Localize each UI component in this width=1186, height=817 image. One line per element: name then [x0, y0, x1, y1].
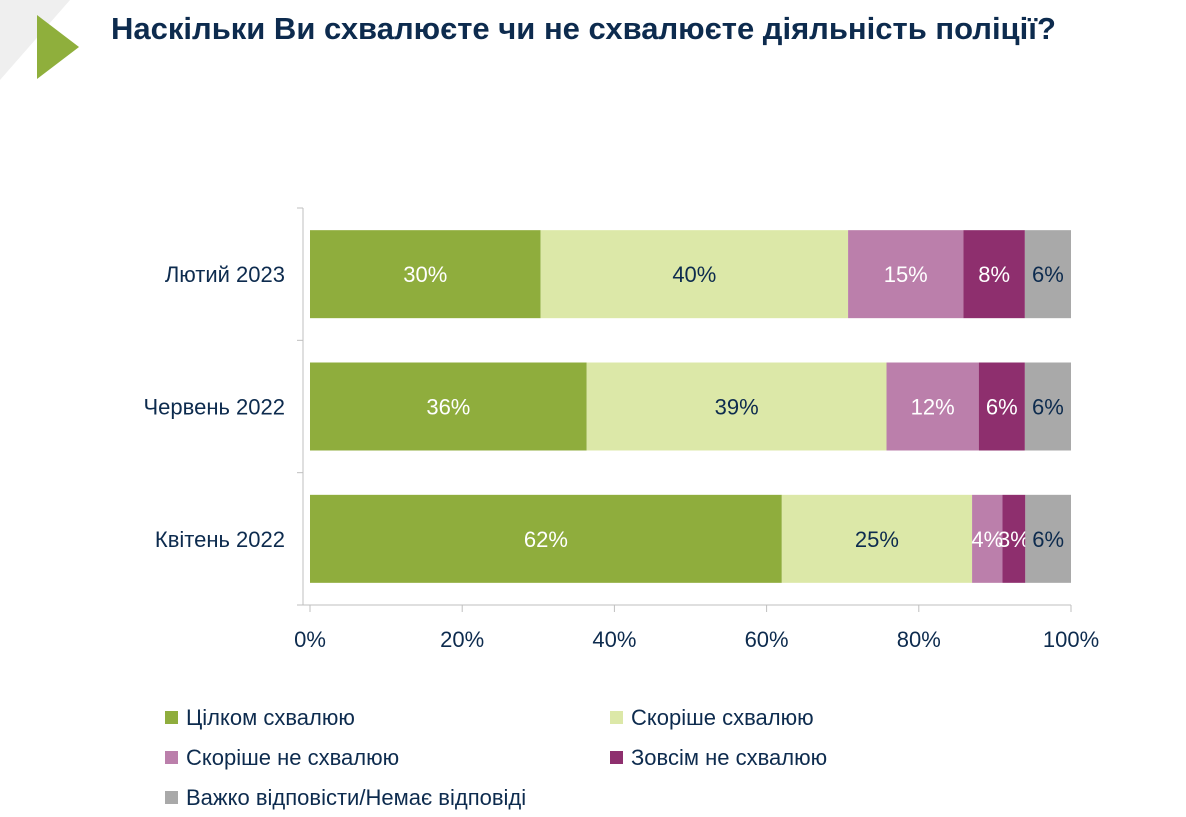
- legend-label: Важко відповісти/Немає відповіді: [186, 785, 527, 810]
- legend-swatch: [610, 750, 623, 764]
- bar-segment: [886, 362, 979, 451]
- x-tick-label: 100%: [1043, 627, 1099, 652]
- data-label: 30%: [403, 262, 447, 287]
- bar-segment: [1024, 230, 1071, 319]
- triangle-logo-icon: [37, 15, 79, 79]
- bar-segment: [963, 230, 1025, 319]
- bar-segment: [310, 230, 541, 319]
- legend-item: Скоріше не схвалюю: [165, 745, 399, 771]
- data-label: 40%: [672, 262, 716, 287]
- data-label: 62%: [524, 527, 568, 552]
- data-label: 3%: [998, 527, 1030, 552]
- legend-item: Цілком схвалюю: [165, 705, 355, 731]
- x-tick-label: 80%: [897, 627, 941, 652]
- legend-label: Цілком схвалюю: [186, 705, 355, 730]
- data-label: 15%: [884, 262, 928, 287]
- bar-segment: [1002, 494, 1026, 583]
- category-label: Лютий 2023: [165, 262, 285, 287]
- bar-segment: [310, 362, 587, 451]
- legend-swatch: [165, 790, 178, 804]
- bar-segment: [1025, 494, 1071, 583]
- x-tick-label: 20%: [440, 627, 484, 652]
- data-label: 6%: [1032, 395, 1064, 420]
- data-label: 6%: [1032, 262, 1064, 287]
- data-label: 8%: [978, 262, 1010, 287]
- legend-item: Важко відповісти/Немає відповіді: [165, 785, 526, 811]
- bar-segment: [586, 362, 887, 451]
- data-label: 4%: [971, 527, 1003, 552]
- bar-segment: [978, 362, 1025, 451]
- bar-segment: [540, 230, 849, 319]
- x-tick-label: 60%: [745, 627, 789, 652]
- category-label: Квітень 2022: [155, 527, 285, 552]
- page-title: Наскільки Ви схвалюєте чи не схвалюєте д…: [111, 11, 1056, 46]
- legend-label: Зовсім не схвалюю: [631, 745, 828, 770]
- legend-swatch: [165, 710, 178, 724]
- category-label: Червень 2022: [144, 395, 285, 420]
- legend-label: Скоріше не схвалюю: [186, 745, 400, 770]
- data-label: 12%: [911, 395, 955, 420]
- legend-label: Скоріше схвалюю: [631, 705, 814, 730]
- legend-item: Скоріше схвалюю: [610, 705, 814, 731]
- data-label: 6%: [1032, 527, 1064, 552]
- data-label: 36%: [426, 395, 470, 420]
- legend-item: Зовсім не схвалюю: [610, 745, 827, 771]
- x-tick-label: 0%: [294, 627, 326, 652]
- data-label: 6%: [986, 395, 1018, 420]
- bar-segment: [781, 494, 973, 583]
- bar-segment: [310, 494, 782, 583]
- x-tick-label: 40%: [592, 627, 636, 652]
- legend-swatch: [165, 750, 178, 764]
- data-label: 25%: [855, 527, 899, 552]
- bar-segment: [1024, 362, 1071, 451]
- bar-segment: [972, 494, 1003, 583]
- data-label: 39%: [715, 395, 759, 420]
- legend-swatch: [610, 710, 623, 724]
- bar-segment: [848, 230, 964, 319]
